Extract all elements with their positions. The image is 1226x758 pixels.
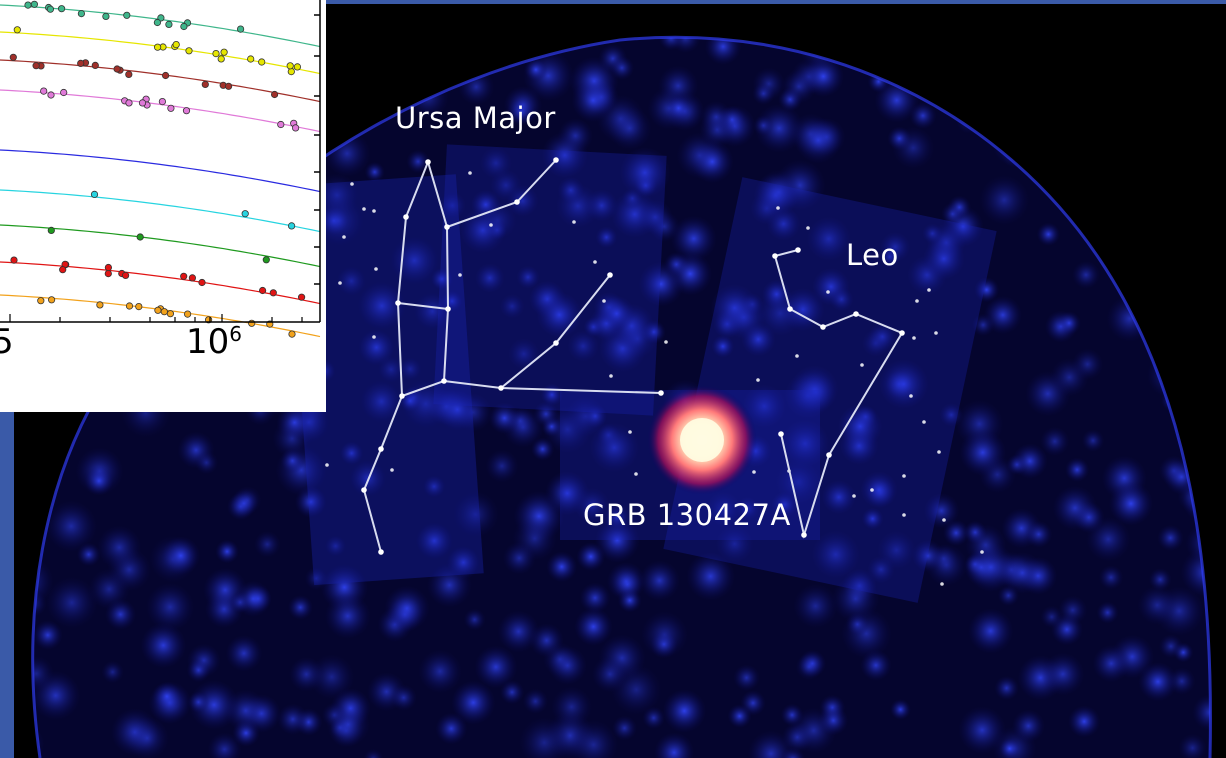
x-tick-label-left: 5 — [0, 322, 14, 362]
light-curve-plot — [0, 0, 326, 412]
y-ticks — [314, 14, 320, 285]
background-stars — [325, 171, 984, 586]
label-leo: Leo — [846, 238, 899, 272]
x-ticks — [9, 314, 303, 322]
frame-top — [326, 0, 1226, 4]
label-ursa-major: Ursa Major — [395, 101, 556, 135]
label-grb: GRB 130427A — [583, 498, 791, 532]
x-tick-label-right: 106 — [186, 321, 242, 362]
grb-core — [680, 418, 724, 462]
light-curve-inset: 5 106 — [0, 0, 326, 412]
constellation-stars — [361, 157, 905, 555]
frame-left — [0, 412, 14, 758]
